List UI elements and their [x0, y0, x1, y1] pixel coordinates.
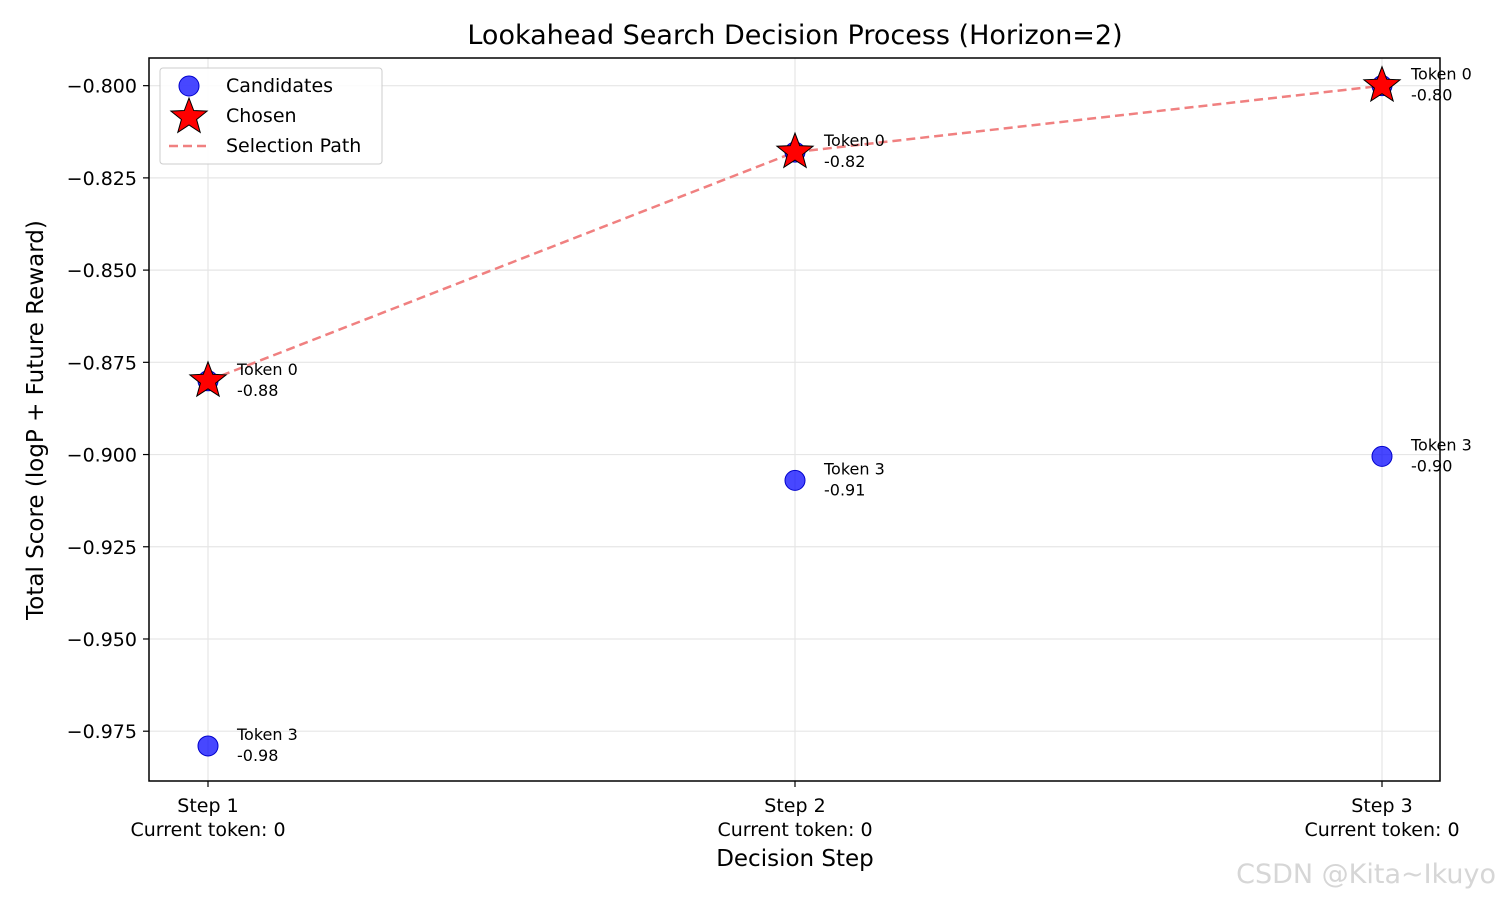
y-tick-label: −0.800 [67, 76, 137, 98]
point-score-label: -0.90 [1411, 456, 1452, 475]
point-token-label: Token 0 [823, 131, 885, 150]
point-annotations: Token 0 -0.88 Token 3 -0.98 Token 0 -0.82 Toke… [236, 65, 1472, 765]
y-tick-label: −0.900 [67, 445, 137, 467]
y-tick-label: −0.975 [67, 721, 137, 743]
point-score-label: -0.91 [824, 480, 865, 499]
x-tick-label: Step 1 [177, 795, 238, 817]
chosen-star [1362, 65, 1402, 103]
legend-chosen-marker [169, 96, 209, 134]
point-token-label: Token 3 [823, 459, 885, 478]
x-tick-label: Current token: 0 [717, 819, 872, 841]
chosen-star [775, 131, 815, 169]
point-token-label: Token 3 [236, 725, 298, 744]
y-tick-label: −0.850 [67, 260, 137, 282]
candidate-point [197, 735, 219, 757]
point-score-label: -0.88 [237, 381, 278, 400]
selection-path-layer [207, 84, 1383, 382]
data-points [188, 65, 1402, 757]
legend-label: Candidates [226, 75, 333, 97]
y-tick-label: −0.825 [67, 168, 137, 190]
legend-candidate-marker [178, 75, 200, 97]
y-axis-label: Total Score (logP + Future Reward) [23, 220, 49, 621]
point-score-label: -0.82 [824, 152, 865, 171]
chosen-star [188, 360, 228, 398]
legend: Candidates Chosen Selection Path [159, 67, 383, 165]
watermark: CSDN @Kita~Ikuyo [1236, 859, 1496, 890]
candidate-point [784, 469, 806, 491]
point-score-label: -0.80 [1411, 86, 1452, 105]
legend-box [159, 67, 383, 165]
x-tick-label: Step 2 [764, 795, 825, 817]
y-tick-label: −0.950 [67, 629, 137, 651]
point-token-label: Token 3 [1410, 435, 1472, 454]
x-tick-label: Step 3 [1351, 795, 1412, 817]
legend-label: Selection Path [226, 135, 361, 157]
x-axis-label: Decision Step [716, 846, 874, 872]
candidate-point [1371, 445, 1393, 467]
y-tick-label: −0.925 [67, 537, 137, 559]
grid-lines [149, 58, 1440, 781]
selection-path-line [207, 84, 1383, 382]
chart-title: Lookahead Search Decision Process (Horiz… [467, 20, 1122, 51]
axes: −0.800 −0.825 −0.850 −0.875 −0.900 −0.925 −0.9… [67, 76, 1460, 841]
point-token-label: Token 0 [1410, 65, 1472, 84]
x-tick-label: Current token: 0 [1304, 819, 1459, 841]
legend-label: Chosen [226, 105, 297, 127]
y-tick-label: −0.875 [67, 352, 137, 374]
point-token-label: Token 0 [236, 360, 298, 379]
x-tick-label: Current token: 0 [130, 819, 285, 841]
point-score-label: -0.98 [237, 746, 278, 765]
